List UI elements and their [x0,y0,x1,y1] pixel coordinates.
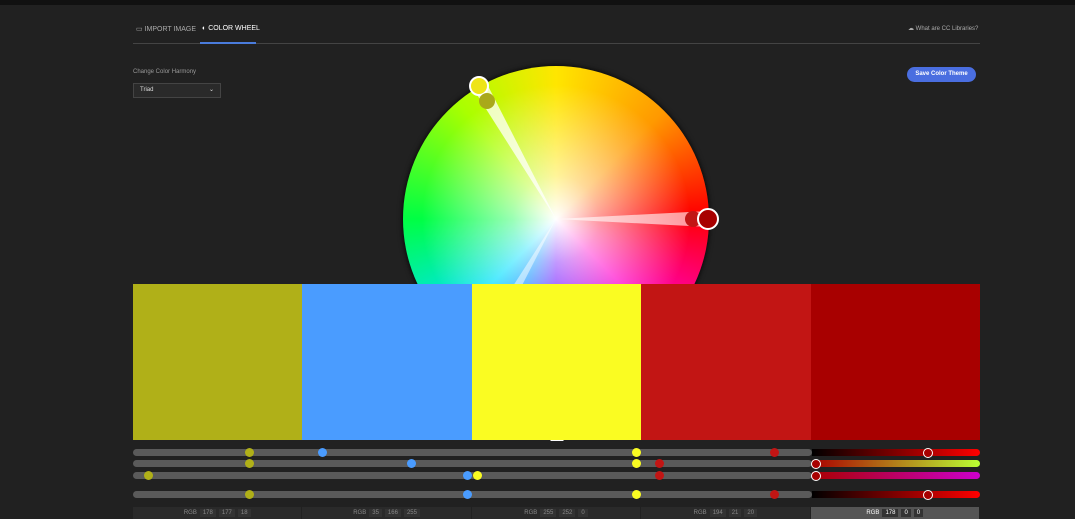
harmony-label: Change Color Harmony [133,69,197,75]
swatch[interactable] [471,284,642,440]
color-mode: RGB [524,510,538,516]
color-mode: RGB [866,510,880,516]
slider-knob[interactable] [923,490,933,500]
handle-arm [474,82,556,219]
channel-value: 166 [384,509,401,517]
slider-knob[interactable] [463,471,472,480]
channel-value: 35 [369,509,382,517]
slider-knob[interactable] [770,448,779,457]
channel-value: 20 [744,509,758,517]
slider-knob[interactable] [770,490,779,499]
slider-knob[interactable] [407,459,416,468]
top-bar [0,0,1075,5]
channel-value: 252 [559,509,576,517]
wheel-tab[interactable]: ◐ COLOR WHEEL [202,25,260,32]
tab-label: IMPORT IMAGE [144,26,197,33]
slider[interactable] [133,491,812,498]
slider-knob[interactable] [811,471,821,481]
channel-value: 177 [218,509,235,517]
handle-arm [556,211,708,227]
handle[interactable] [469,76,489,96]
tab-rule [133,43,980,44]
channel-value: 18 [237,509,251,517]
slider-knob[interactable] [144,471,153,480]
libraries-link[interactable]: ☁ What are CC Libraries? [908,26,979,32]
color-mode: RGB [353,510,367,516]
swatch-values: RGB 194 21 20 [641,507,810,519]
import-tab[interactable]: ▭ IMPORT IMAGE [136,26,197,33]
swatch[interactable] [641,284,812,440]
channel-value: 0 [913,509,924,517]
slider-knob[interactable] [655,459,664,468]
slider[interactable] [133,449,812,456]
save-button[interactable]: Save Color Theme [907,67,976,82]
channel-value: 255 [540,509,557,517]
swatch-values: RGB 178 0 0 [810,507,979,519]
channel-value: 0 [578,509,588,517]
swatch[interactable] [133,284,303,440]
slider[interactable] [812,491,980,498]
handle[interactable] [697,208,719,230]
slider-knob[interactable] [245,459,254,468]
slider-knob[interactable] [463,490,472,499]
slider-knob[interactable] [632,490,641,499]
handle[interactable] [685,211,701,227]
slider-knob[interactable] [318,448,327,457]
tab-underline [200,42,256,44]
slider-knob[interactable] [923,448,933,458]
swatch-values: RGB 255 252 0 [471,507,641,519]
color-mode: RGB [693,510,707,516]
tab-label: COLOR WHEEL [208,25,260,32]
color-mode: RGB [183,510,197,516]
slider-knob[interactable] [245,490,254,499]
slider[interactable] [133,472,812,479]
slider[interactable] [812,449,980,456]
swatch[interactable] [810,284,981,440]
swatch-values: RGB 178 177 18 [133,507,302,519]
slider-knob[interactable] [632,459,641,468]
slider-knob[interactable] [811,459,821,469]
handle[interactable] [479,93,495,109]
channel-value: 255 [403,509,420,517]
channel-value: 0 [901,509,911,517]
slider-knob[interactable] [245,448,254,457]
slider[interactable] [812,472,980,479]
slider[interactable] [133,460,812,467]
slider-knob[interactable] [632,448,641,457]
select-value: Triad [140,87,154,93]
channel-value: 194 [709,509,726,517]
slider-knob[interactable] [655,471,664,480]
channel-value: 178 [882,509,899,517]
channel-value: 178 [199,509,216,517]
swatch-values: RGB 35 166 255 [302,507,471,519]
link-text: What are CC Libraries? [915,26,979,32]
channel-value: 21 [728,509,742,517]
slider-knob[interactable] [473,471,482,480]
slider[interactable] [812,460,980,467]
swatch[interactable] [302,284,473,440]
harmony-select[interactable]: Triad ⌄ [133,83,221,98]
